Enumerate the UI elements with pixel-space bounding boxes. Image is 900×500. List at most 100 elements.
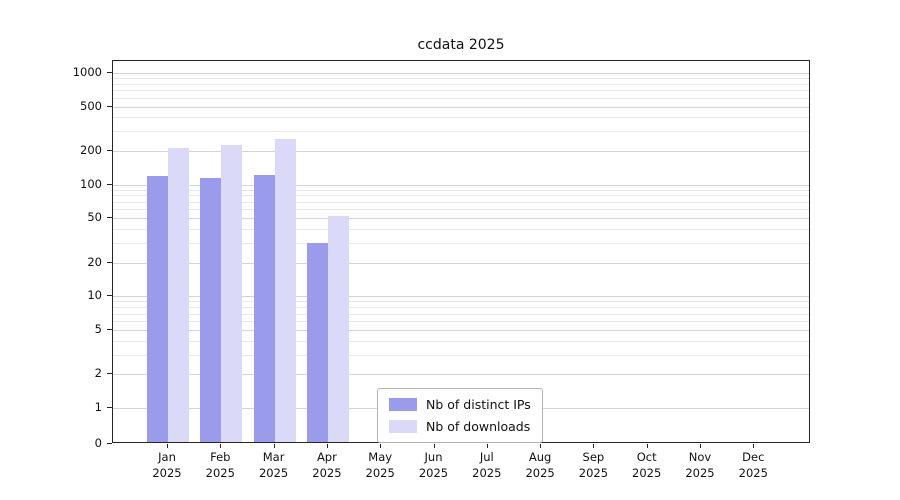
y-axis-tick-label: 100 (80, 176, 102, 191)
y-axis-tick-label: 1000 (72, 64, 102, 79)
gridline-minor (113, 313, 809, 315)
gridline-minor (113, 201, 809, 203)
x-axis-tick-label-line: 2025 (578, 465, 609, 480)
gridline-minor (113, 189, 809, 191)
gridline-major (113, 218, 809, 220)
gridline-minor (113, 301, 809, 303)
y-axis-tick-label: 200 (80, 142, 102, 157)
gridline-major (113, 151, 809, 152)
x-axis-tick-label: Jul 2025 (459, 450, 515, 481)
x-axis-tick-mark (700, 444, 701, 448)
x-axis-tick-label-line: 2025 (472, 465, 502, 480)
y-axis-tick-mark (107, 328, 112, 330)
x-axis-tick-mark (593, 444, 595, 448)
x-axis-tick-mark (753, 444, 755, 448)
gridline-major (113, 72, 809, 74)
gridline-minor (113, 354, 809, 356)
x-axis-tick-label: Apr 2025 (299, 450, 355, 481)
y-axis-tick-label: 1 (94, 400, 102, 414)
y-axis-tick-mark (107, 407, 112, 408)
gridline-minor (113, 78, 809, 79)
x-axis-tick-label: May 2025 (352, 450, 408, 481)
y-axis-tick-mark (107, 105, 112, 107)
x-axis-tick-mark (486, 444, 488, 448)
x-axis-tick-label-line: May (368, 450, 393, 464)
x-axis-tick-label-line: 2025 (738, 465, 768, 480)
x-axis-tick-label-line: Jul (479, 450, 494, 464)
gridline-minor (113, 229, 809, 230)
y-axis-tick-label: 0 (94, 436, 102, 450)
gridline-major (113, 329, 809, 331)
x-axis-tick-label-line: Jun (424, 450, 443, 464)
y-axis-tick-label: 500 (80, 98, 102, 113)
x-axis-tick-label: Oct 2025 (619, 450, 675, 481)
x-axis-tick-label-line: 2025 (632, 465, 662, 480)
y-axis-tick-label: 2 (94, 366, 102, 381)
bar-downloads-jan (168, 147, 189, 442)
y-axis-tick-label: 50 (87, 210, 102, 225)
legend-item-distinct-ips: Nb of distinct IPs (389, 397, 531, 412)
gridline-minor (113, 209, 809, 211)
gridline-major (113, 262, 809, 264)
y-axis-tick-label: 10 (87, 288, 102, 303)
x-axis-tick-label-line: Dec (742, 450, 765, 464)
x-axis-tick-label-line: Sep (582, 450, 605, 464)
chart-title: ccdata 2025 (417, 37, 505, 53)
gridline-minor (113, 340, 809, 342)
legend-label-distinct-ips: Nb of distinct IPs (426, 397, 531, 412)
legend-swatch-distinct-ips (389, 398, 417, 411)
x-axis-tick-label-line: 2025 (152, 465, 182, 480)
x-axis-tick-label: Sep 2025 (565, 450, 621, 481)
gridline-minor (113, 131, 809, 133)
gridline-major (113, 296, 809, 298)
gridline-minor (113, 83, 809, 85)
y-axis-tick-mark (107, 373, 112, 375)
x-axis-tick-label-line: 2025 (312, 465, 342, 480)
y-axis-tick-mark (107, 71, 112, 73)
x-axis-tick-label-line: 2025 (205, 465, 235, 480)
x-axis-tick-label: Jan 2025 (139, 450, 195, 481)
bar-distinct-ips-feb (200, 177, 222, 442)
y-axis-tick-mark (107, 149, 112, 151)
x-axis-tick-label: Jun 2025 (406, 450, 462, 481)
gridline-minor (113, 117, 809, 119)
x-axis-tick-label-line: 2025 (685, 465, 715, 480)
bar-downloads-feb (221, 145, 243, 442)
bar-distinct-ips-mar (253, 175, 275, 442)
legend-item-downloads: Nb of downloads (389, 419, 531, 434)
plot-area (112, 60, 810, 443)
y-axis-tick-label: 20 (87, 254, 102, 269)
x-axis-tick-mark (220, 444, 222, 448)
legend-label-downloads: Nb of downloads (426, 419, 531, 434)
y-axis-tick-mark (107, 261, 112, 263)
x-axis-tick-label-line: Nov (688, 450, 712, 464)
gridline-major (113, 106, 809, 108)
x-axis-tick-mark (540, 444, 542, 448)
x-axis-tick-label-line: Jan (158, 450, 176, 464)
bar-distinct-ips-apr (306, 243, 328, 442)
gridline-major (113, 184, 809, 186)
gridline-minor (113, 195, 809, 197)
x-axis-tick-label-line: Apr (316, 450, 337, 464)
x-axis-tick-mark (167, 444, 168, 448)
x-axis-tick-label-line: Oct (636, 450, 657, 464)
bar-distinct-ips-jan (147, 175, 168, 442)
gridline-minor (113, 90, 809, 92)
x-axis-tick-label-line: 2025 (525, 465, 555, 480)
x-axis-tick-label: Dec 2025 (725, 450, 781, 481)
bar-downloads-mar (274, 139, 296, 442)
gridline-minor (113, 307, 809, 309)
gridline-minor (113, 321, 809, 323)
y-axis-tick-mark (107, 183, 112, 185)
bar-downloads-apr (327, 216, 349, 442)
x-axis-tick-label: Aug 2025 (512, 450, 568, 481)
x-axis-tick-label: Nov 2025 (672, 450, 728, 481)
gridline-minor (113, 97, 809, 99)
legend-swatch-downloads (389, 420, 417, 433)
x-axis-tick-mark (273, 444, 275, 448)
y-axis-tick-mark (107, 295, 112, 297)
x-axis-tick-mark (326, 444, 328, 448)
legend: Nb of distinct IPs Nb of downloads (377, 388, 543, 443)
gridline-major (113, 374, 809, 376)
